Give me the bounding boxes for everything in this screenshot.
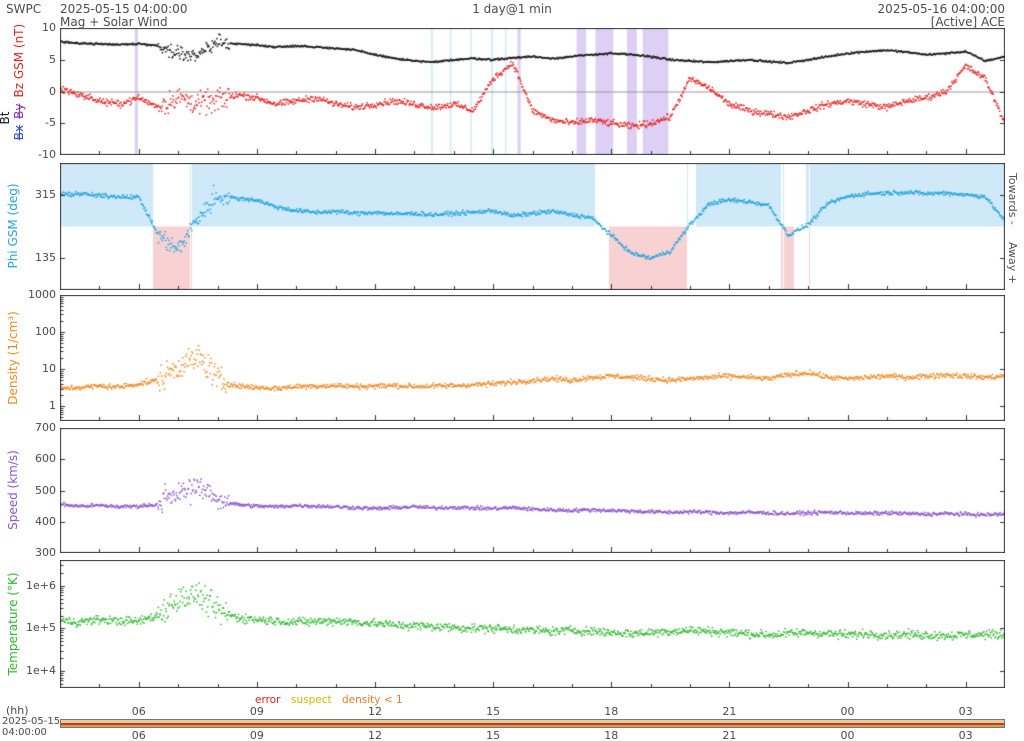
hour-tick-09: 09 xyxy=(249,705,264,718)
hour-tick-21: 21 xyxy=(722,705,737,718)
density-ytick-1000: 1000 xyxy=(28,288,56,301)
legend-error: error xyxy=(255,694,281,706)
status-stripe-middle xyxy=(61,723,1004,725)
start-datetime: 2025-05-15 04:00:00 xyxy=(60,2,188,16)
mag-ytick--5: -5 xyxy=(45,116,56,130)
density-ytick-1: 1 xyxy=(49,399,56,413)
hour-tick2-18: 18 xyxy=(604,729,619,741)
hour-tick-18: 18 xyxy=(604,705,619,718)
hour-tick2-09: 09 xyxy=(249,729,264,741)
speed-ytick-400: 400 xyxy=(35,514,56,528)
footer-start-time: 04:00:00 xyxy=(2,727,47,738)
density-ytick-100: 100 xyxy=(35,325,56,339)
data-status-strip xyxy=(60,719,1005,728)
speed-ytick-700: 700 xyxy=(35,421,56,434)
density-plot xyxy=(60,295,1005,421)
temperature-plot xyxy=(60,560,1005,688)
hour-tick2-12: 12 xyxy=(368,729,382,741)
mag-ytick--10: -10 xyxy=(38,148,56,161)
plot-subtitle: Mag + Solar Wind xyxy=(60,15,168,29)
status-stripe-bottom xyxy=(61,725,1004,727)
mag-ytick-5: 5 xyxy=(49,52,56,66)
hh-axis-label: (hh) xyxy=(6,704,29,717)
hour-tick2-00: 00 xyxy=(840,729,855,741)
data-source-badge: [Active] ACE xyxy=(930,15,1005,29)
hour-tick-06: 06 xyxy=(131,705,146,718)
hour-tick-15: 15 xyxy=(486,705,501,718)
footer-start-date: 2025-05-15 xyxy=(2,716,61,727)
temperature-ytick-1e+6: 1e+6 xyxy=(26,578,56,592)
hour-tick-12: 12 xyxy=(368,705,382,718)
hour-tick2-15: 15 xyxy=(486,729,501,741)
hour-tick2-03: 03 xyxy=(958,729,973,741)
phi-ytick-315: 315 xyxy=(35,187,56,201)
legend-density-lt1: density < 1 xyxy=(342,694,403,706)
app-name: SWPC xyxy=(6,2,42,16)
temperature-ytick-1e+5: 1e+5 xyxy=(26,621,56,635)
resolution-label: 1 day@1 min xyxy=(472,2,552,16)
density-ytick-10: 10 xyxy=(42,362,56,376)
hour-tick2-06: 06 xyxy=(131,729,146,741)
hour-tick2-21: 21 xyxy=(722,729,737,741)
mag-plot xyxy=(60,28,1005,155)
speed-ytick-500: 500 xyxy=(35,483,56,497)
phi-plot xyxy=(60,163,1005,290)
speed-ytick-600: 600 xyxy=(35,452,56,466)
end-datetime: 2025-05-16 04:00:00 xyxy=(877,2,1005,16)
status-stripe-top xyxy=(61,720,1004,723)
phi-ytick-135: 135 xyxy=(35,251,56,265)
temperature-ytick-1e+4: 1e+4 xyxy=(26,664,56,678)
away-sector-label: Away + xyxy=(1006,241,1019,285)
legend-suspect: suspect xyxy=(291,694,332,706)
hour-tick-00: 00 xyxy=(840,705,855,718)
mag-ytick-0: 0 xyxy=(49,84,56,98)
mag-ytick-10: 10 xyxy=(42,21,56,34)
hour-tick-03: 03 xyxy=(958,705,973,718)
speed-plot xyxy=(60,428,1005,553)
speed-ytick-300: 300 xyxy=(35,546,56,559)
